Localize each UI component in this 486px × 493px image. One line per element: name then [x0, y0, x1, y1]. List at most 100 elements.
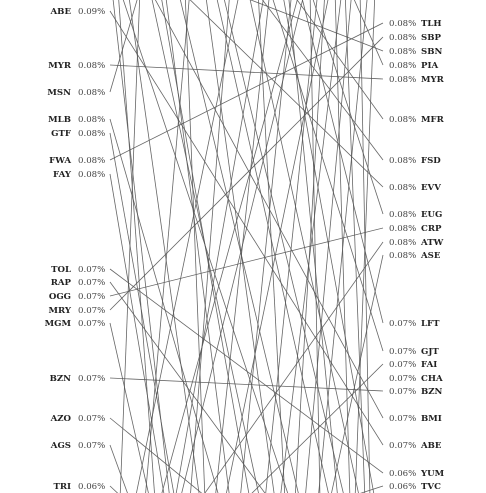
connector-line — [109, 0, 138, 93]
right-code-label: FSD — [421, 156, 441, 166]
right-code-label: CHA — [421, 374, 443, 384]
connector-line — [190, 0, 230, 493]
connector-line — [251, 363, 384, 493]
left-value-label: 0.07% — [78, 414, 105, 424]
connector-line — [184, 0, 206, 493]
right-value-label: 0.08% — [389, 47, 416, 57]
connector-line — [205, 0, 275, 493]
connector-line — [334, 0, 351, 493]
connector-line — [109, 268, 384, 474]
left-value-label: 0.08% — [78, 129, 105, 139]
connector-line — [296, 0, 384, 120]
left-value-label: 0.07% — [78, 265, 105, 275]
connector-line — [154, 0, 384, 419]
connector-line — [109, 227, 384, 297]
connector-line — [249, 0, 359, 493]
left-value-label: 0.07% — [78, 306, 105, 316]
connector-line — [318, 0, 368, 493]
left-code-label: TOL — [51, 265, 71, 275]
connector-line — [216, 0, 329, 493]
left-code-label: MSN — [47, 88, 71, 98]
right-code-label: SBN — [421, 47, 442, 57]
right-code-label: ATW — [420, 238, 444, 248]
connector-line — [353, 0, 384, 66]
connector-line — [165, 0, 230, 493]
right-value-label: 0.06% — [389, 469, 416, 479]
right-value-label: 0.07% — [389, 374, 416, 384]
left-value-label: 0.07% — [78, 278, 105, 288]
right-value-label: 0.08% — [389, 19, 416, 29]
right-code-label: MFR — [421, 115, 445, 125]
connector-line — [265, 0, 318, 493]
connector-line — [109, 132, 175, 493]
connector-lines — [109, 0, 384, 493]
connector-line — [109, 485, 119, 493]
left-code-label: MYR — [48, 61, 72, 71]
connector-line — [288, 0, 338, 493]
connector-line — [360, 485, 384, 493]
right-code-label: BZN — [421, 387, 443, 397]
left-code-label: MGM — [45, 319, 72, 329]
left-code-label: RAP — [51, 278, 72, 288]
connector-line — [129, 0, 200, 493]
connector-line — [204, 241, 384, 493]
right-value-label: 0.08% — [389, 61, 416, 71]
connector-line — [109, 173, 165, 493]
connector-line — [354, 0, 376, 493]
right-value-label: 0.08% — [389, 75, 416, 85]
left-value-label: 0.09% — [78, 7, 105, 17]
connector-line — [272, 0, 384, 352]
right-value-label: 0.07% — [389, 414, 416, 424]
left-value-label: 0.08% — [78, 88, 105, 98]
left-value-label: 0.07% — [78, 374, 105, 384]
connector-line — [262, 0, 384, 161]
right-code-label: MYR — [421, 75, 445, 85]
connector-line — [240, 0, 292, 493]
right-code-label: PIA — [421, 61, 438, 71]
connector-line — [305, 0, 352, 493]
connector-line — [112, 0, 170, 493]
connector-line — [109, 444, 128, 493]
connector-line — [109, 36, 384, 311]
connector-line — [122, 0, 289, 493]
left-code-label: FAY — [53, 170, 72, 180]
connector-line — [295, 0, 325, 493]
right-value-label: 0.06% — [389, 482, 416, 492]
right-value-label: 0.08% — [389, 33, 416, 43]
right-value-label: 0.07% — [389, 387, 416, 397]
right-value-label: 0.08% — [389, 210, 416, 220]
left-value-label: 0.07% — [78, 292, 105, 302]
right-code-label: EVV — [421, 183, 441, 193]
left-code-label: ABE — [50, 7, 72, 17]
left-value-label: 0.07% — [78, 319, 105, 329]
right-value-label: 0.08% — [389, 183, 416, 193]
left-code-label: FWA — [49, 156, 71, 166]
left-code-label: AZO — [50, 414, 72, 424]
right-code-label: SBP — [421, 33, 441, 43]
right-value-label: 0.08% — [389, 115, 416, 125]
connector-line — [109, 118, 219, 493]
connector-line — [109, 322, 149, 493]
right-code-label: EUG — [421, 210, 442, 220]
right-code-label: GJT — [421, 347, 439, 357]
connector-line — [258, 0, 286, 493]
right-value-label: 0.07% — [389, 347, 416, 357]
connector-line — [161, 0, 298, 493]
left-value-label: 0.07% — [78, 441, 105, 451]
right-value-label: 0.07% — [389, 360, 416, 370]
left-value-label: 0.08% — [78, 115, 105, 125]
connector-line — [249, 0, 384, 52]
right-value-label: 0.08% — [389, 156, 416, 166]
connector-line — [302, 0, 384, 324]
connector-line — [175, 0, 264, 493]
left-value-label: 0.08% — [78, 61, 105, 71]
left-code-label: BZN — [50, 374, 72, 384]
right-value-label: 0.07% — [389, 319, 416, 329]
connector-line — [344, 0, 366, 493]
left-value-label: 0.06% — [78, 482, 105, 492]
right-value-label: 0.07% — [389, 441, 416, 451]
connector-line — [118, 0, 155, 493]
left-value-label: 0.08% — [78, 170, 105, 180]
right-value-label: 0.08% — [389, 251, 416, 261]
